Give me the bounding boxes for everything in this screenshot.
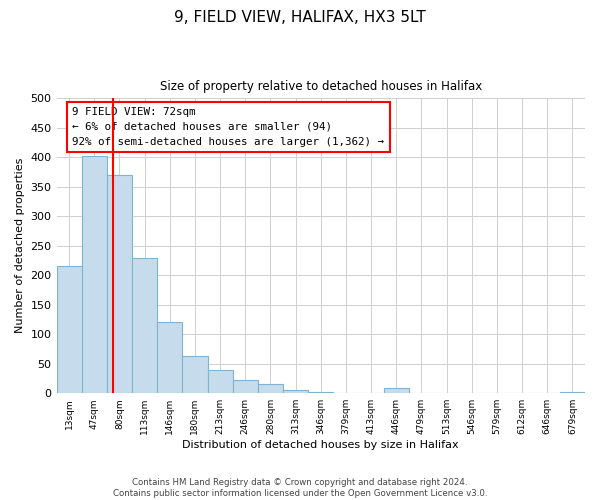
Text: Contains HM Land Registry data © Crown copyright and database right 2024.
Contai: Contains HM Land Registry data © Crown c… — [113, 478, 487, 498]
Text: 9, FIELD VIEW, HALIFAX, HX3 5LT: 9, FIELD VIEW, HALIFAX, HX3 5LT — [174, 10, 426, 25]
Bar — [157, 322, 182, 393]
Bar — [56, 266, 82, 393]
Bar — [258, 384, 283, 393]
Bar — [132, 258, 157, 393]
Bar — [383, 388, 409, 393]
Bar — [308, 392, 334, 393]
Bar — [560, 392, 585, 393]
Title: Size of property relative to detached houses in Halifax: Size of property relative to detached ho… — [160, 80, 482, 93]
Bar — [182, 356, 208, 393]
Bar — [82, 156, 107, 393]
Y-axis label: Number of detached properties: Number of detached properties — [15, 158, 25, 334]
Bar — [208, 370, 233, 393]
Bar — [283, 390, 308, 393]
Bar — [233, 380, 258, 393]
Bar — [107, 175, 132, 393]
Text: 9 FIELD VIEW: 72sqm
← 6% of detached houses are smaller (94)
92% of semi-detache: 9 FIELD VIEW: 72sqm ← 6% of detached hou… — [73, 107, 385, 147]
X-axis label: Distribution of detached houses by size in Halifax: Distribution of detached houses by size … — [182, 440, 459, 450]
